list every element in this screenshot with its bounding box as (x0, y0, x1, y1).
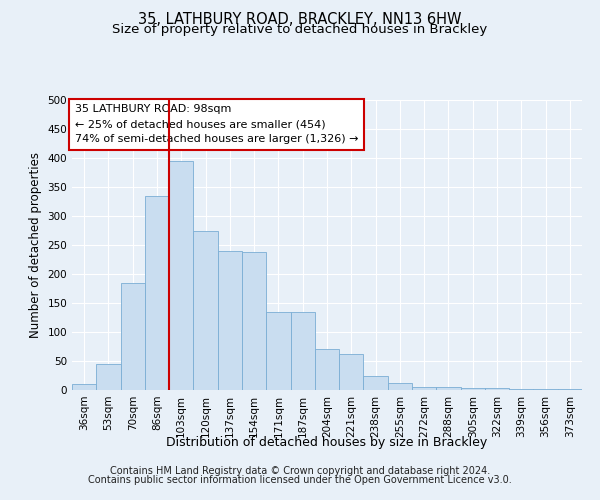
Bar (145, 196, 169, 390)
Text: 35, LATHBURY ROAD, BRACKLEY, NN13 6HW: 35, LATHBURY ROAD, BRACKLEY, NN13 6HW (138, 12, 462, 28)
Text: Distribution of detached houses by size in Brackley: Distribution of detached houses by size … (166, 436, 488, 449)
Bar (461, 388, 485, 390)
Bar (412, 386, 436, 390)
Bar (266, 312, 290, 390)
Bar (242, 252, 266, 390)
Text: Contains HM Land Registry data © Crown copyright and database right 2024.: Contains HM Land Registry data © Crown c… (110, 466, 490, 476)
Bar (96, 364, 121, 390)
Bar (218, 251, 242, 390)
Y-axis label: Number of detached properties: Number of detached properties (29, 152, 42, 338)
Bar (169, 161, 193, 390)
Bar (388, 383, 412, 390)
Bar (339, 354, 364, 390)
Text: 35 LATHBURY ROAD: 98sqm
← 25% of detached houses are smaller (454)
74% of semi-d: 35 LATHBURY ROAD: 98sqm ← 25% of detache… (74, 104, 358, 144)
Bar (121, 282, 145, 390)
Text: Size of property relative to detached houses in Brackley: Size of property relative to detached ho… (112, 22, 488, 36)
Bar (485, 388, 509, 390)
Bar (290, 312, 315, 390)
Bar (315, 350, 339, 390)
Bar (509, 389, 533, 390)
Bar (72, 384, 96, 390)
Bar (558, 389, 582, 390)
Bar (193, 230, 218, 390)
Bar (364, 376, 388, 390)
Text: Contains public sector information licensed under the Open Government Licence v3: Contains public sector information licen… (88, 475, 512, 485)
Bar (436, 387, 461, 390)
